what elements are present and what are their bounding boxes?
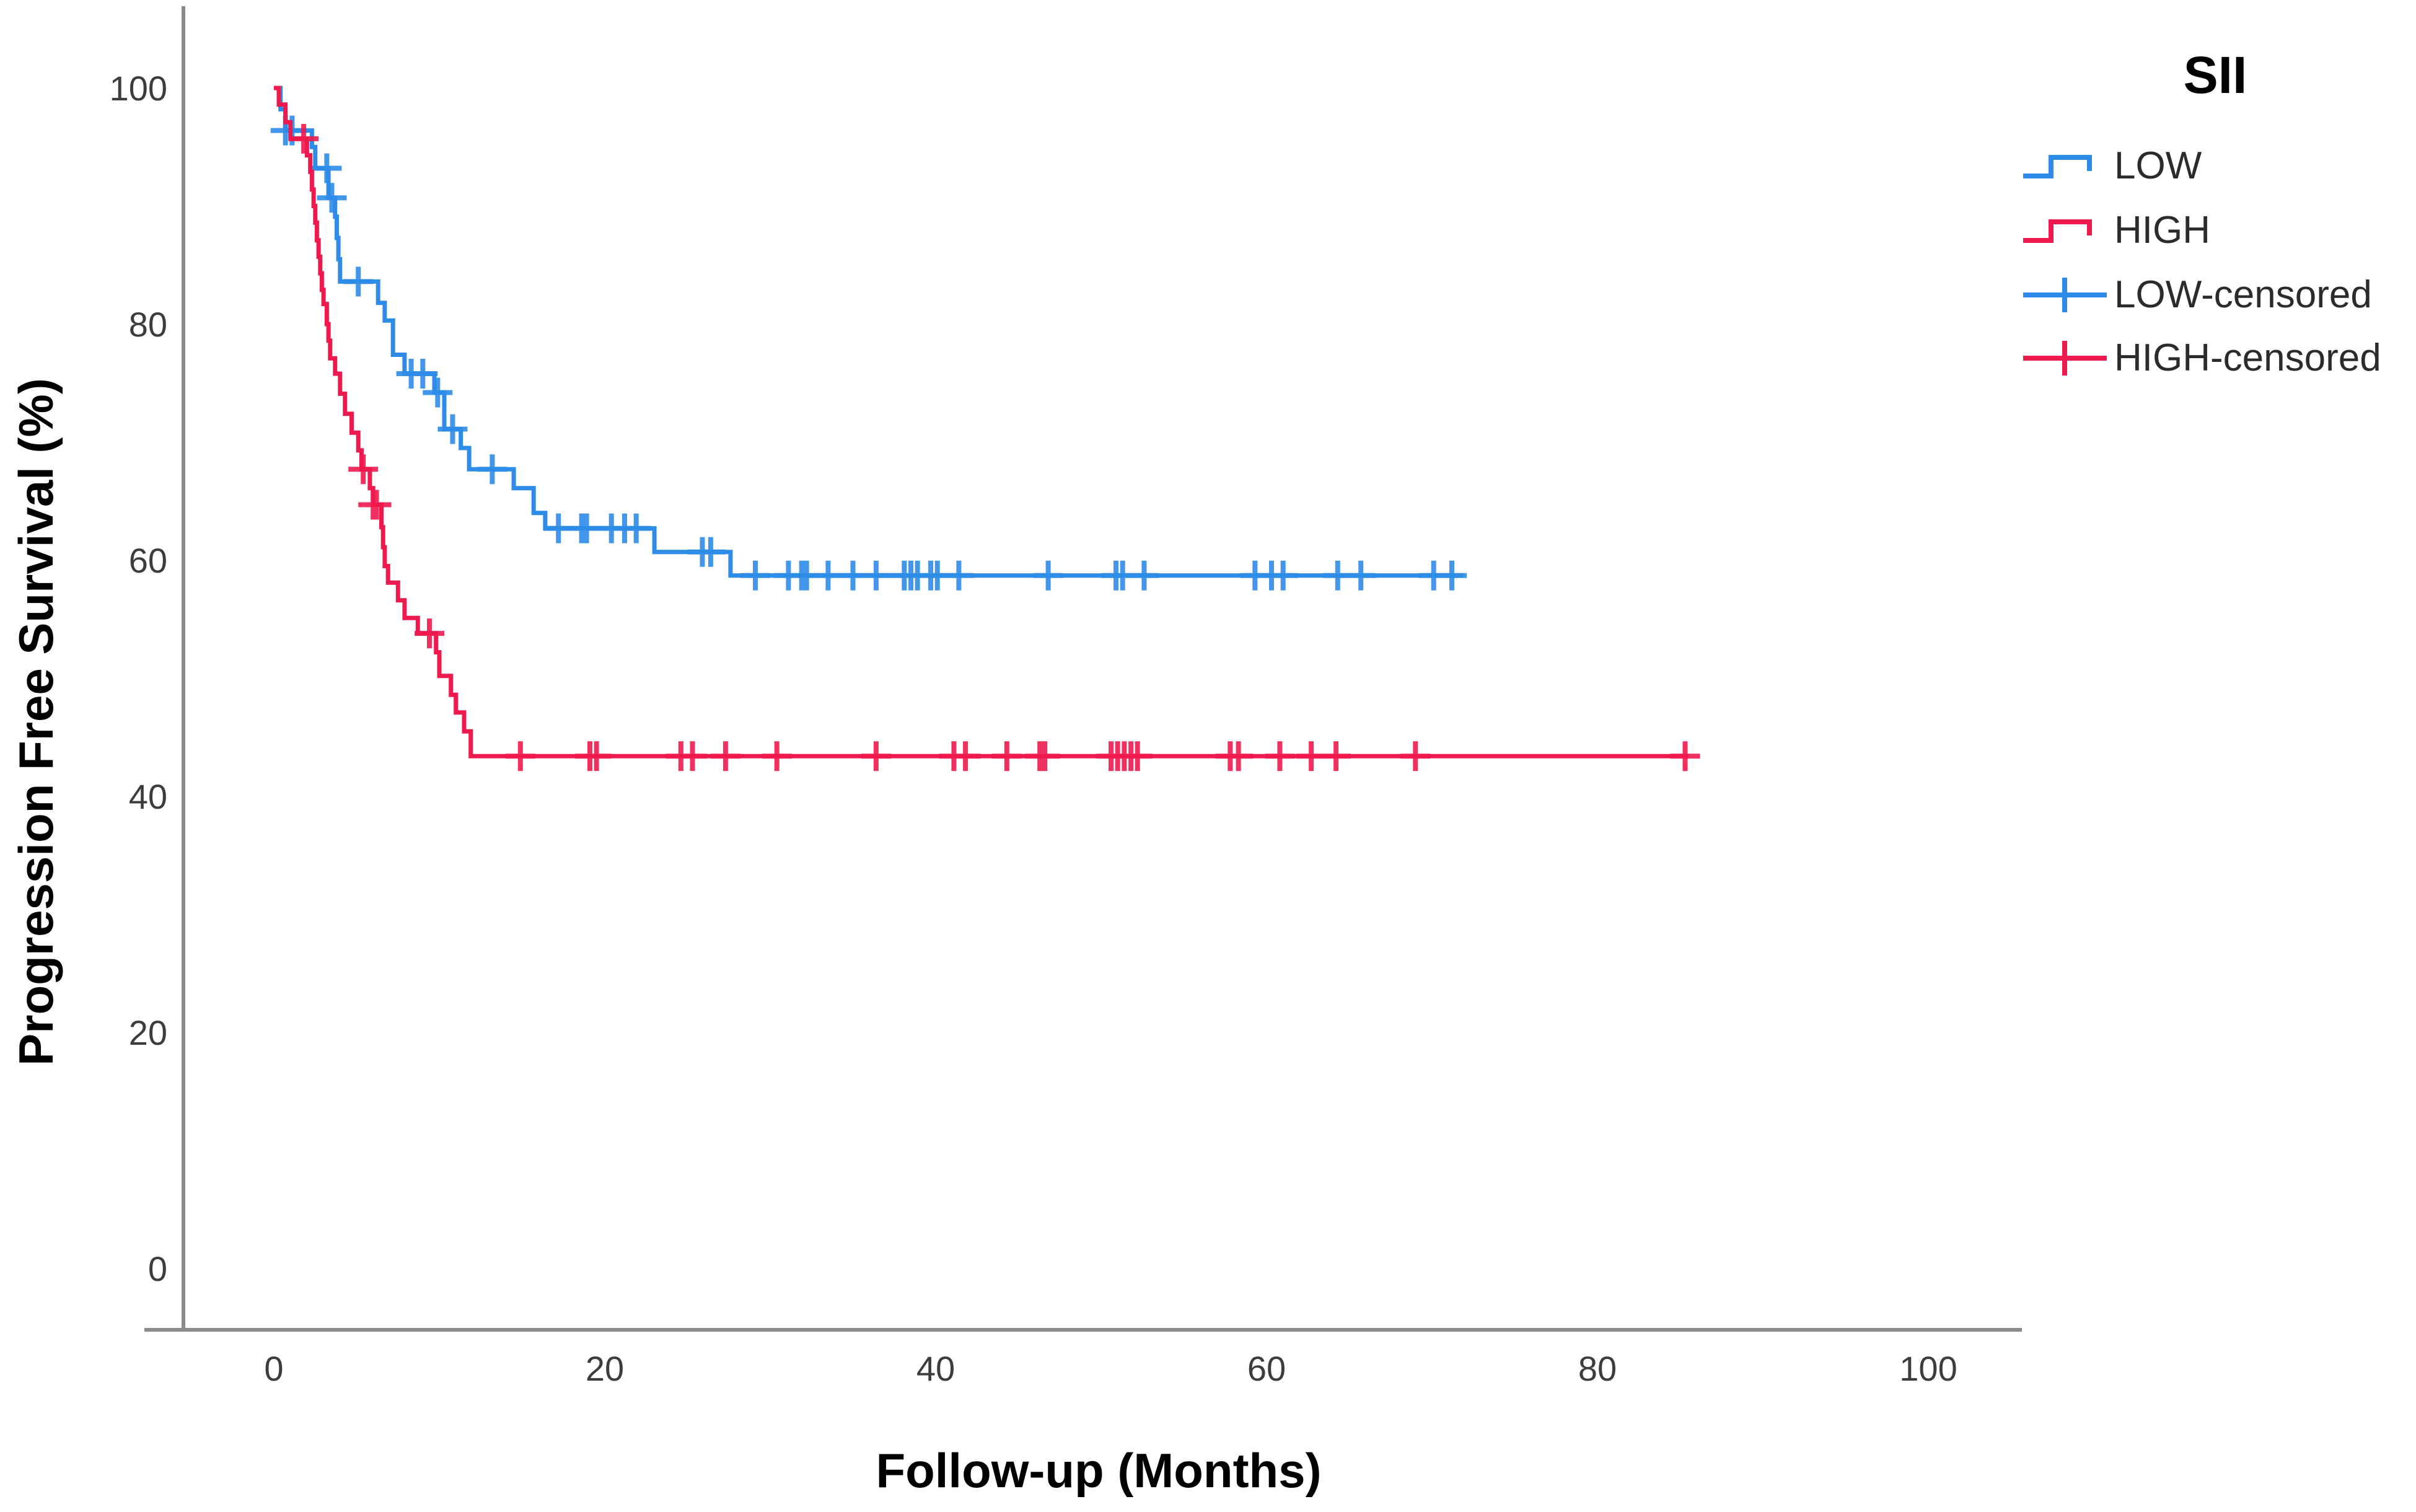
y-tick-label-80: 80 [129,305,167,344]
y-axis-title: Progression Free Survival (%) [9,378,63,1066]
high-censor-marks [289,123,1700,771]
legend-step-symbol [2023,219,2092,243]
low-curve [274,86,1464,578]
x-tick-label-40: 40 [916,1349,955,1388]
x-axis-title: Follow-up (Months) [876,1443,1321,1498]
x-tick-label-20: 20 [586,1349,624,1388]
legend-step-symbol [2023,155,2092,178]
legend-entry-high-censored: HIGH-censored [2023,336,2381,379]
x-tick-label-100: 100 [1899,1349,1957,1388]
low-censor-marks [270,115,1467,591]
y-tick-label-20: 20 [129,1013,167,1052]
high-curve [274,86,1689,758]
legend-label-high-censored: HIGH-censored [2114,336,2381,379]
legend-label-low: LOW [2114,144,2202,187]
y-axis-ticks: 0 20 40 60 80 100 [110,69,167,1288]
x-tick-label-0: 0 [264,1349,283,1388]
x-tick-label-60: 60 [1247,1349,1286,1388]
legend-entry-low-censored: LOW-censored [2023,273,2372,316]
y-tick-label-60: 60 [129,541,167,580]
legend: SII LOW HIGH LOW-censored HIGH-censored [2023,46,2381,379]
legend-rows: LOW HIGH LOW-censored HIGH-censored [2023,144,2381,379]
legend-label-low-censored: LOW-censored [2114,273,2372,316]
y-tick-label-0: 0 [148,1249,167,1288]
legend-entry-low: LOW [2023,144,2202,187]
x-axis-ticks: 0 20 40 60 80 100 [264,1349,1957,1388]
legend-title: SII [2184,46,2247,104]
x-tick-label-80: 80 [1578,1349,1617,1388]
y-tick-label-40: 40 [129,777,167,816]
legend-entry-high: HIGH [2023,209,2210,252]
y-tick-label-100: 100 [110,69,167,108]
legend-plus-symbol [2023,341,2107,376]
survival-curves [270,86,1700,771]
legend-label-high: HIGH [2114,209,2210,252]
legend-plus-symbol [2023,278,2107,312]
